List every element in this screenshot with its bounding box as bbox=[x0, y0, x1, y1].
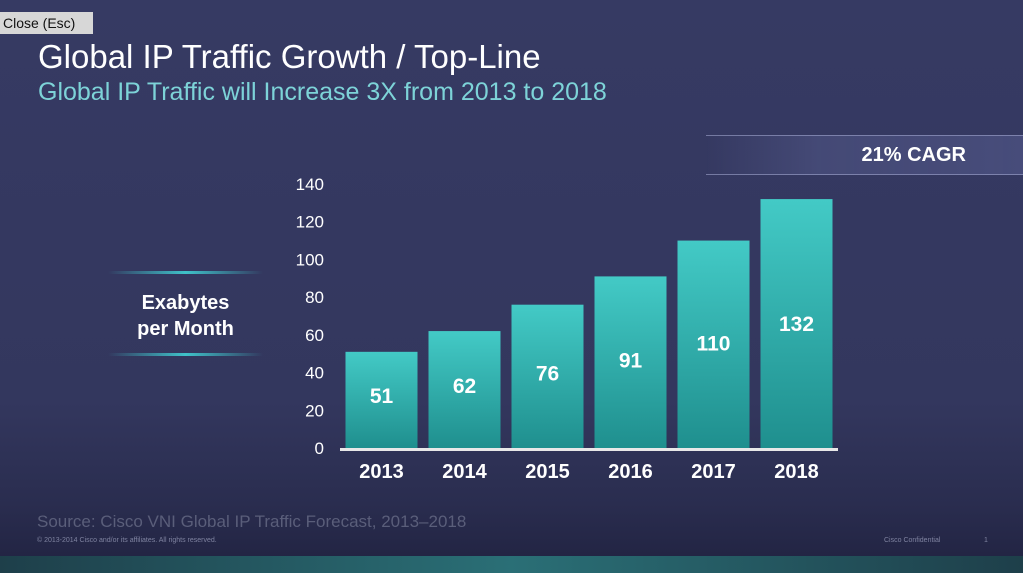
x-axis-line bbox=[340, 448, 838, 451]
copyright: © 2013-2014 Cisco and/or its affiliates.… bbox=[37, 537, 217, 544]
y-tick-label: 40 bbox=[305, 364, 324, 383]
y-tick-label: 60 bbox=[305, 326, 324, 345]
y-tick-label: 80 bbox=[305, 288, 324, 307]
source-note: Source: Cisco VNI Global IP Traffic Fore… bbox=[37, 512, 467, 531]
bar bbox=[594, 276, 667, 448]
bar-value-label: 62 bbox=[453, 375, 476, 398]
slide-title: Global IP Traffic Growth / Top-Line bbox=[38, 38, 541, 75]
x-tick-label: 2015 bbox=[525, 461, 570, 483]
y-tick-label: 140 bbox=[296, 175, 324, 194]
y-label-bottom-line bbox=[108, 353, 263, 356]
x-tick-label: 2016 bbox=[608, 461, 653, 483]
x-tick-label: 2017 bbox=[691, 461, 736, 483]
bar-value-label: 110 bbox=[697, 333, 731, 356]
y-axis: 0 20 40 60 80 100 120 140 bbox=[296, 175, 324, 458]
y-label-top-line bbox=[108, 271, 263, 274]
bar-value-label: 91 bbox=[619, 349, 643, 372]
page-number: 1 bbox=[984, 537, 988, 544]
bar-value-label: 76 bbox=[536, 363, 559, 386]
y-axis-label: Exabytes per Month bbox=[108, 290, 263, 342]
y-tick-label: 20 bbox=[305, 401, 324, 420]
y-tick-label: 120 bbox=[296, 213, 324, 232]
slide-subtitle: Global IP Traffic will Increase 3X from … bbox=[38, 78, 607, 106]
cagr-label: 21% CAGR bbox=[861, 144, 966, 166]
bar-value-label: 132 bbox=[779, 313, 814, 336]
close-button[interactable]: Close (Esc) bbox=[0, 12, 93, 34]
cagr-band bbox=[706, 135, 1023, 175]
y-axis-label-line2: per Month bbox=[137, 318, 234, 340]
bar bbox=[677, 240, 750, 448]
y-tick-label: 100 bbox=[296, 250, 324, 269]
y-tick-label: 0 bbox=[315, 439, 324, 458]
x-tick-label: 2014 bbox=[442, 461, 487, 483]
bar-value-label: 51 bbox=[370, 385, 394, 408]
bars: 51 62 76 91 110 132 bbox=[345, 199, 833, 448]
x-tick-label: 2018 bbox=[774, 461, 819, 483]
y-axis-label-line1: Exabytes bbox=[141, 292, 230, 314]
confidential-label: Cisco Confidential bbox=[884, 537, 941, 544]
bar bbox=[345, 351, 418, 448]
bar bbox=[428, 331, 501, 448]
bar bbox=[511, 304, 584, 448]
bottom-bar bbox=[0, 556, 1023, 573]
x-tick-label: 2013 bbox=[359, 461, 404, 483]
x-axis: 2013 2014 2015 2016 2017 2018 bbox=[340, 448, 838, 483]
bar bbox=[760, 199, 833, 448]
